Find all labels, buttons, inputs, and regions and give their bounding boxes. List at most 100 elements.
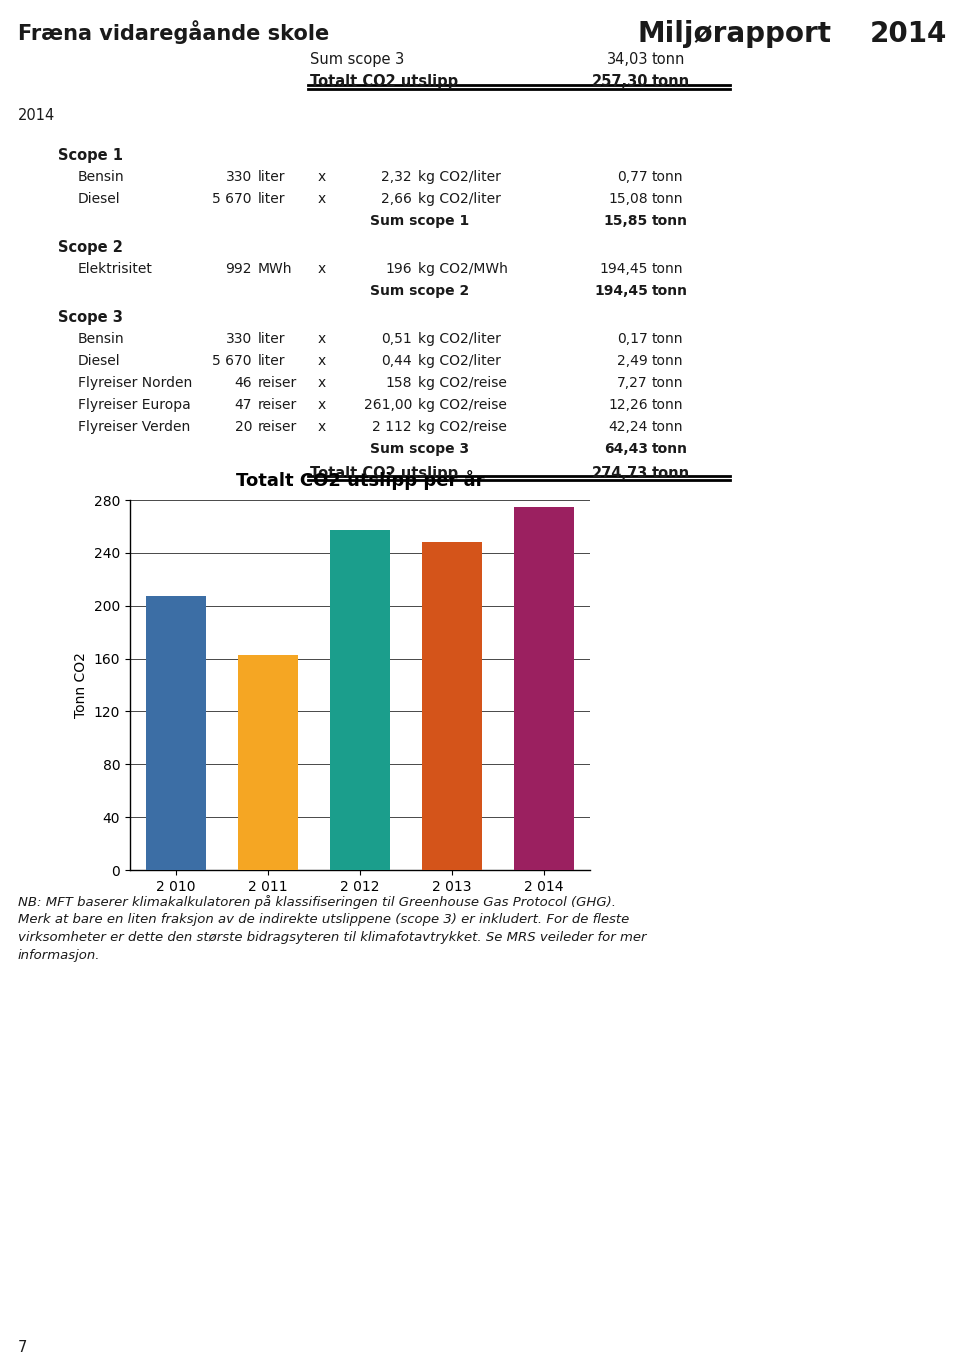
Text: 7: 7 [18,1339,28,1355]
Text: 64,43: 64,43 [604,441,648,457]
Text: 2 112: 2 112 [372,420,412,435]
Text: 7,27: 7,27 [617,376,648,389]
Text: 42,24: 42,24 [609,420,648,435]
Text: Scope 3: Scope 3 [58,310,123,325]
Text: tonn: tonn [652,398,684,413]
Text: 2,66: 2,66 [381,192,412,206]
Text: 992: 992 [226,262,252,276]
Text: 34,03: 34,03 [607,52,648,67]
Text: 47: 47 [234,398,252,413]
Text: kg CO2/reise: kg CO2/reise [418,376,507,389]
Text: 261,00: 261,00 [364,398,412,413]
Text: Miljørapport: Miljørapport [638,21,832,48]
Text: Sum scope 1: Sum scope 1 [370,214,469,228]
Text: 2014: 2014 [870,21,948,48]
Text: kg CO2/reise: kg CO2/reise [418,398,507,413]
Title: Totalt CO2 utslipp per år: Totalt CO2 utslipp per år [236,470,484,489]
Text: x: x [318,332,326,345]
Bar [422,543,482,871]
Bar [146,596,205,871]
Text: Flyreiser Verden: Flyreiser Verden [78,420,190,435]
Text: kg CO2/liter: kg CO2/liter [418,354,501,367]
Text: Merk at bare en liten fraksjon av de indirekte utslippene (scope 3) er inkludert: Merk at bare en liten fraksjon av de ind… [18,913,629,925]
Text: tonn: tonn [652,420,684,435]
Text: x: x [318,354,326,367]
Text: Diesel: Diesel [78,354,121,367]
Text: Scope 2: Scope 2 [58,240,123,255]
Text: tonn: tonn [652,170,684,184]
Text: Scope 1: Scope 1 [58,148,123,163]
Text: Bensin: Bensin [78,170,125,184]
Text: Totalt CO2 utslipp: Totalt CO2 utslipp [310,74,458,89]
Text: kg CO2/liter: kg CO2/liter [418,192,501,206]
Text: x: x [318,398,326,413]
Text: tonn: tonn [652,332,684,345]
Text: 46: 46 [234,376,252,389]
Y-axis label: Tonn CO2: Tonn CO2 [74,653,88,718]
Text: 0,51: 0,51 [381,332,412,345]
Text: tonn: tonn [652,376,684,389]
Text: kg CO2/liter: kg CO2/liter [418,170,501,184]
Text: Sum scope 2: Sum scope 2 [370,284,469,298]
Text: informasjon.: informasjon. [18,949,101,962]
Text: 158: 158 [386,376,412,389]
Text: tonn: tonn [652,354,684,367]
Text: tonn: tonn [652,441,688,457]
Text: tonn: tonn [652,52,685,67]
Text: virksomheter er dette den største bidragsyteren til klimafotavtrykket. Se MRS ve: virksomheter er dette den største bidrag… [18,931,646,945]
Text: 15,85: 15,85 [604,214,648,228]
Text: Elektrisitet: Elektrisitet [78,262,153,276]
Text: 330: 330 [226,332,252,345]
Text: 194,45: 194,45 [594,284,648,298]
Text: Sum scope 3: Sum scope 3 [310,52,404,67]
Text: x: x [318,170,326,184]
Text: liter: liter [258,332,285,345]
Text: 15,08: 15,08 [609,192,648,206]
Text: Flyreiser Norden: Flyreiser Norden [78,376,192,389]
Bar [515,507,574,871]
Text: 2,32: 2,32 [381,170,412,184]
Text: tonn: tonn [652,466,690,481]
Text: Fræna vidaregåande skole: Fræna vidaregåande skole [18,21,329,44]
Text: 194,45: 194,45 [600,262,648,276]
Text: kg CO2/reise: kg CO2/reise [418,420,507,435]
Text: kg CO2/MWh: kg CO2/MWh [418,262,508,276]
Text: 274,73: 274,73 [591,466,648,481]
Text: liter: liter [258,192,285,206]
Text: Bensin: Bensin [78,332,125,345]
Text: 0,77: 0,77 [617,170,648,184]
Text: Totalt CO2 utslipp: Totalt CO2 utslipp [310,466,458,481]
Text: liter: liter [258,354,285,367]
Text: 0,44: 0,44 [381,354,412,367]
Text: x: x [318,420,326,435]
Text: x: x [318,376,326,389]
Text: tonn: tonn [652,214,688,228]
Text: 257,30: 257,30 [591,74,648,89]
Text: tonn: tonn [652,262,684,276]
Text: 2014: 2014 [18,108,56,123]
Bar [238,654,298,871]
Text: liter: liter [258,170,285,184]
Text: x: x [318,192,326,206]
Text: tonn: tonn [652,192,684,206]
Text: NB: MFT baserer klimakalkulatoren på klassifiseringen til Greenhouse Gas Protoco: NB: MFT baserer klimakalkulatoren på kla… [18,895,616,909]
Text: 330: 330 [226,170,252,184]
Text: tonn: tonn [652,74,690,89]
Text: Diesel: Diesel [78,192,121,206]
Text: tonn: tonn [652,284,688,298]
Text: 5 670: 5 670 [212,354,252,367]
Text: Sum scope 3: Sum scope 3 [370,441,469,457]
Text: 12,26: 12,26 [609,398,648,413]
Text: MWh: MWh [258,262,293,276]
Text: 20: 20 [234,420,252,435]
Text: reiser: reiser [258,376,298,389]
Text: Flyreiser Europa: Flyreiser Europa [78,398,191,413]
Text: x: x [318,262,326,276]
Text: 196: 196 [385,262,412,276]
Text: reiser: reiser [258,398,298,413]
Text: 2,49: 2,49 [617,354,648,367]
Text: 0,17: 0,17 [617,332,648,345]
Text: kg CO2/liter: kg CO2/liter [418,332,501,345]
Text: 5 670: 5 670 [212,192,252,206]
Bar [330,531,390,871]
